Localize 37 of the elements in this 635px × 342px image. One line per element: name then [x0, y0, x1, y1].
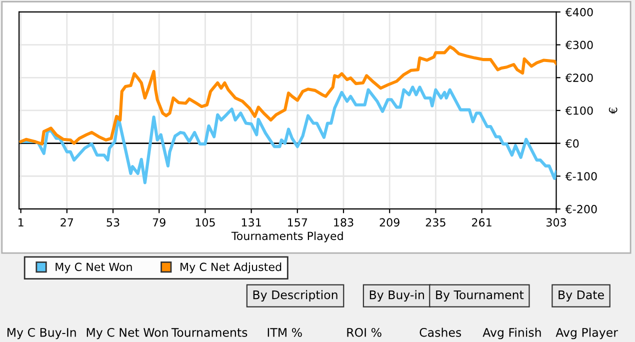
text: Avg Finish	[482, 328, 541, 340]
x-tick-label: 53	[106, 218, 120, 227]
text: By Tournament	[436, 290, 524, 302]
y-axis-title: €	[608, 108, 618, 114]
y-tick-label: €100	[565, 106, 593, 115]
x-tick-label: 105	[196, 218, 215, 227]
legend-label: My C Net Adjusted	[180, 262, 282, 274]
x-axis-title: Tournaments Played	[231, 232, 343, 242]
y-tick-label: €400	[565, 8, 593, 16]
text: Cashes	[420, 328, 462, 337]
x-tick-label: 209	[380, 218, 400, 227]
y-tick-label: €-100	[565, 172, 597, 181]
text: By Buy-in	[370, 290, 424, 302]
x-tick-label: 79	[152, 218, 166, 227]
text: ROI %	[347, 328, 382, 337]
y-tick-label: €300	[565, 40, 593, 50]
text: My C Net Won	[86, 328, 168, 340]
x-tick-label: 261	[472, 218, 492, 227]
x-tick-label: 1	[18, 218, 24, 226]
x-tick-label: 183	[334, 218, 354, 227]
y-tick-label: €200	[565, 74, 593, 82]
text: Avg Player	[556, 328, 618, 340]
line-series	[19, 86, 556, 184]
y-tick-label: €0	[565, 139, 579, 148]
x-tick-label: 157	[288, 218, 308, 227]
text: By Description	[253, 290, 338, 302]
text: By Date	[558, 290, 604, 302]
text: ITM %	[268, 328, 302, 337]
y-tick-label: €-200	[565, 204, 597, 214]
x-tick-label: 27	[60, 218, 74, 226]
text: My C Buy-In	[8, 328, 76, 340]
line-series	[19, 45, 556, 146]
legend-label: My C Net Won	[56, 262, 132, 274]
x-tick-label: 303	[546, 218, 566, 227]
x-tick-label: 235	[426, 218, 446, 227]
x-tick-label: 131	[242, 218, 261, 227]
text: Tournaments	[171, 328, 248, 337]
